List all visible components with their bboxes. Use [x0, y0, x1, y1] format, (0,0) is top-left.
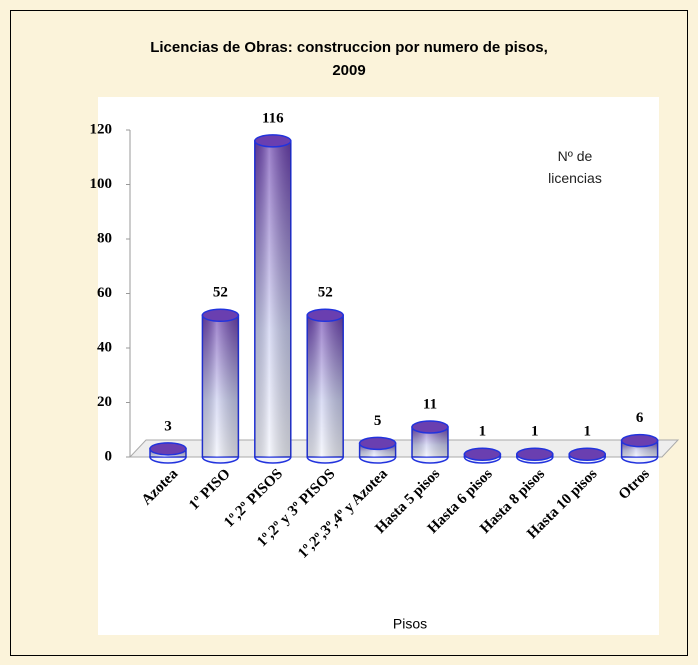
- bar-top: [306, 308, 344, 323]
- bar-top: [463, 447, 502, 462]
- bar-shade: [307, 315, 344, 457]
- value-label: 5: [374, 413, 382, 429]
- bar-top: [201, 308, 240, 323]
- value-label: 1: [531, 424, 539, 440]
- bar-shade: [202, 315, 239, 457]
- value-label: 52: [213, 285, 228, 301]
- bar-top: [516, 447, 554, 462]
- value-label: 1: [583, 424, 591, 440]
- value-label: 3: [164, 418, 172, 434]
- bar-top: [620, 433, 659, 448]
- bar-top: [149, 442, 187, 456]
- frame: [10, 10, 688, 656]
- y-tick-label: 80: [97, 230, 112, 246]
- bar-shade: [254, 140, 291, 457]
- value-label: 52: [318, 285, 333, 301]
- x-axis-label: Pisos: [393, 616, 427, 632]
- y-tick-label: 60: [97, 285, 112, 301]
- y-tick-label: 40: [97, 339, 112, 355]
- chart-title: 2009: [332, 62, 365, 79]
- y-tick-label: 20: [97, 394, 112, 410]
- value-label: 11: [423, 396, 437, 412]
- bar-top: [254, 134, 292, 148]
- y-tick-label: 0: [105, 448, 113, 464]
- bar-top: [568, 447, 606, 462]
- plot-area: [98, 97, 659, 635]
- y-tick-label: 100: [90, 176, 113, 192]
- chart-title: Licencias de Obras: construccion por num…: [150, 39, 548, 56]
- y-tick-label: 120: [90, 121, 113, 137]
- value-label: 1: [479, 424, 487, 440]
- annotation: Nº de licencias: [548, 148, 602, 186]
- value-label: 6: [636, 410, 644, 426]
- value-label: 116: [262, 110, 284, 126]
- bar-top: [411, 420, 449, 434]
- bar-top: [358, 436, 397, 451]
